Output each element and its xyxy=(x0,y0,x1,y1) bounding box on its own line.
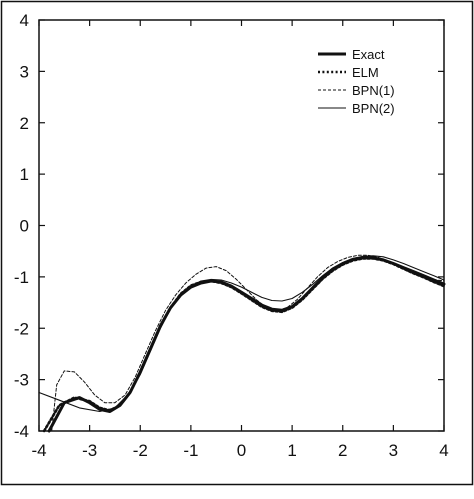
y-tick-label: 3 xyxy=(20,62,29,81)
y-tick-label: -2 xyxy=(14,319,29,338)
legend-label: Exact xyxy=(352,47,385,62)
tick-layer: -4 -3 -2 -1 0 1 2 3 4 -4 -3 -2 -1 0 1 2 3 4 xyxy=(14,11,449,460)
cropped-caption-strip xyxy=(0,486,474,499)
x-tick-label: 0 xyxy=(237,441,246,460)
series-line-bpn-2 xyxy=(38,255,445,413)
legend-label: ELM xyxy=(352,65,379,80)
y-tick-label: -4 xyxy=(14,422,29,441)
y-tick-label: -3 xyxy=(14,371,29,390)
y-tick-label: 0 xyxy=(20,217,29,236)
x-tick-label: -4 xyxy=(31,441,46,460)
x-tick-label: -3 xyxy=(82,441,97,460)
legend-label: BPN(1) xyxy=(352,83,395,98)
x-tick-label: -2 xyxy=(133,441,148,460)
y-tick-label: 2 xyxy=(20,114,29,133)
series-line-elm xyxy=(42,257,446,433)
y-tick-label: 4 xyxy=(20,11,29,30)
y-tick-label: -1 xyxy=(14,268,29,287)
y-tick-label: 1 xyxy=(20,165,29,184)
legend-label: BPN(2) xyxy=(352,101,395,116)
series-layer xyxy=(38,254,446,433)
figure-frame xyxy=(0,0,474,486)
x-tick-label: 2 xyxy=(338,441,347,460)
x-tick-label: 1 xyxy=(287,441,296,460)
x-tick-label: -1 xyxy=(183,441,198,460)
x-tick-label: 4 xyxy=(439,441,448,460)
x-tick-label: 3 xyxy=(389,441,398,460)
line-chart: -4 -3 -2 -1 0 1 2 3 4 -4 -3 -2 -1 0 1 2 3 4 Exact ELM BPN(1… xyxy=(0,0,474,486)
legend: Exact ELM BPN(1) BPN(2) xyxy=(318,47,395,116)
